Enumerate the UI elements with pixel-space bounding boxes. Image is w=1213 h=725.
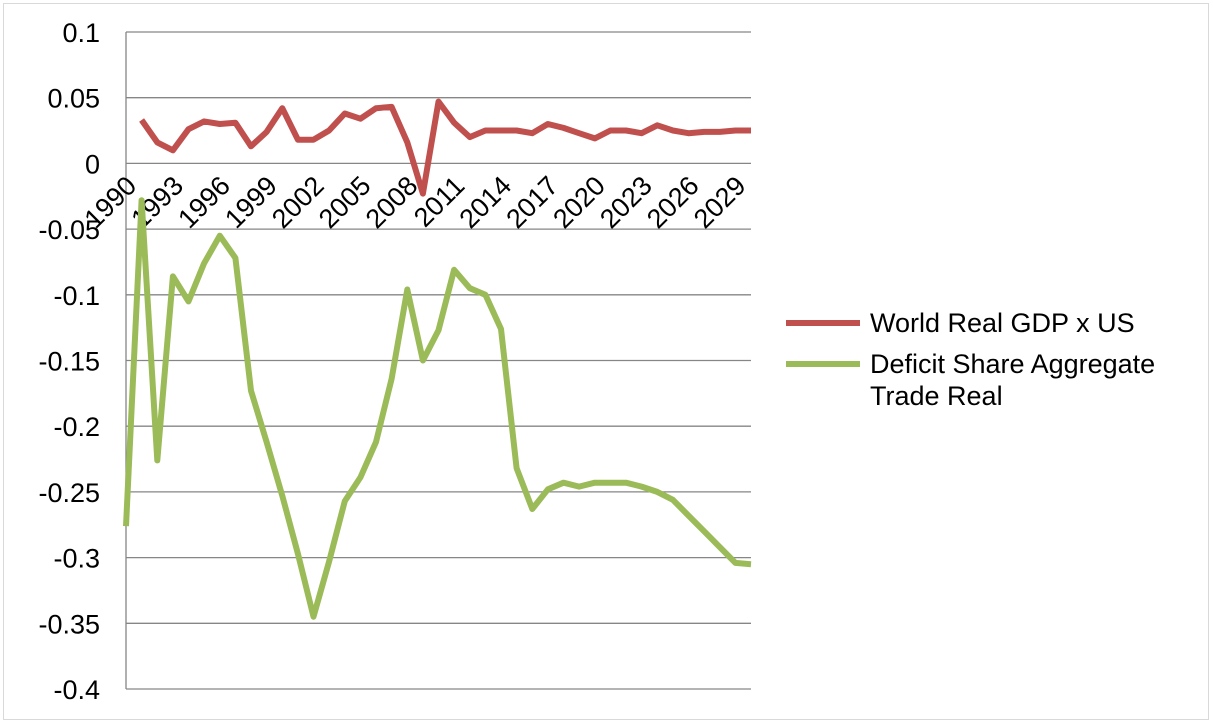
x-tick-label: 2020 [547,170,611,234]
legend-label-line: World Real GDP x US [870,308,1135,338]
y-tick-label: -0.15 [38,347,100,377]
y-tick-label: -0.1 [53,281,100,311]
y-tick-label: 0.05 [47,84,100,114]
y-tick-label: 0.1 [62,18,100,48]
y-tick-label: -0.4 [53,675,100,705]
x-tick-label: 2008 [360,170,424,234]
legend-label-deficit-share: Deficit Share Aggregate Trade Real [870,349,1155,411]
x-tick-label: 2005 [313,170,377,234]
x-tick-label: 2002 [266,170,330,234]
series-line-1 [123,197,752,620]
x-tick-label: 2029 [688,170,752,234]
y-tick-label: 0 [85,149,100,179]
y-tick-label: -0.35 [38,609,100,639]
legend-label-world-real-gdp: World Real GDP x US [870,308,1135,338]
gridlines [126,31,751,690]
x-tick-label: 2026 [641,170,705,234]
x-tick-label: 2017 [500,170,564,234]
x-tick-labels: 1990199319961999200220052008201120142017… [79,170,752,234]
x-tick-label: 2014 [454,170,518,234]
legend-label-line: Deficit Share Aggregate [870,349,1155,379]
x-tick-label: 1993 [125,170,189,234]
y-tick-label: -0.2 [53,412,100,442]
series-lines [123,98,752,620]
y-tick-label: -0.3 [53,544,100,574]
legend-label-line: Trade Real [870,381,1003,411]
x-tick-label: 1999 [219,170,283,234]
x-tick-label: 2023 [594,170,658,234]
y-tick-label: -0.25 [38,478,100,508]
y-tick-labels: 0.1 0.05 0 -0.05 -0.1 -0.15 -0.2 -0.25 -0.3 -0.35… [38,18,100,705]
x-tick-label: 1996 [172,170,236,234]
y-tick-label: -0.05 [38,215,100,245]
legend: World Real GDP x US Deficit Share Aggreg… [786,308,1155,411]
series-line-0 [139,98,751,197]
